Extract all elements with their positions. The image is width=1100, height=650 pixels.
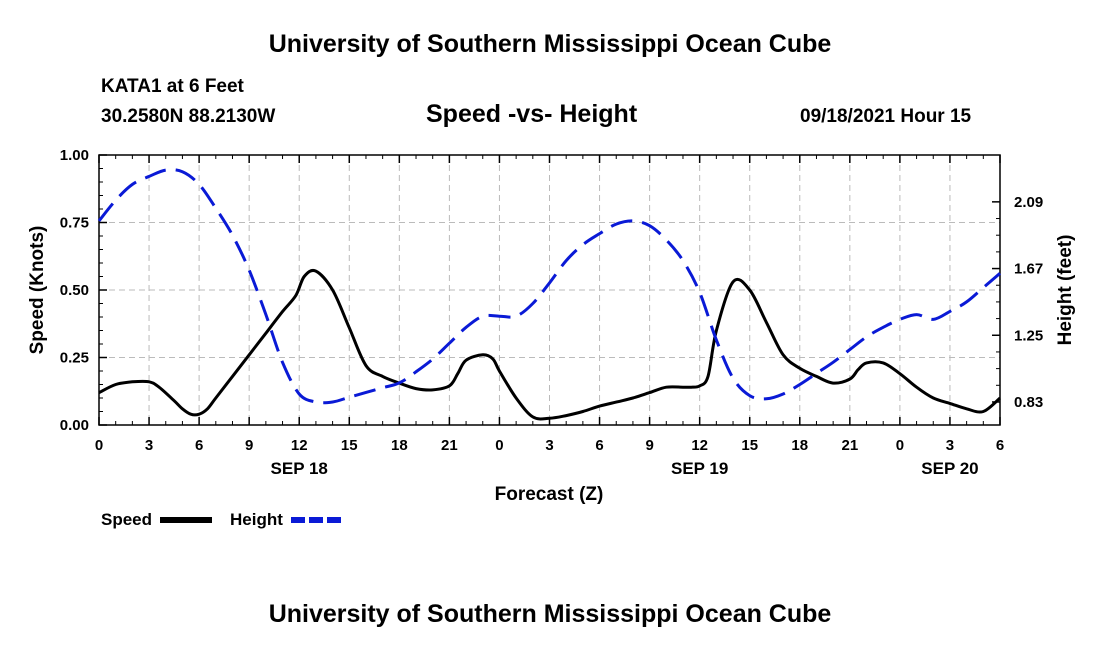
x-tick-label: 18 [791, 437, 808, 454]
y-tick-label: 0.00 [60, 417, 89, 434]
y-tick-label: 0.25 [60, 350, 89, 367]
station-label: KATA1 at 6 Feet [101, 76, 244, 97]
date-label: SEP 19 [671, 459, 728, 478]
x-tick-label: 3 [545, 437, 553, 454]
x-tick-label: 9 [645, 437, 653, 454]
x-tick-label: 0 [95, 437, 103, 454]
x-tick-label: 18 [391, 437, 408, 454]
axis-labels: 0 3 6 9 12 15 18 21 0 3 6 9 12 15 18 21 0 3 6 SEP 18 SEP 19 S… [60, 147, 1043, 478]
y-axis-title: Speed (Knots) [27, 226, 48, 355]
x-tick-label: 15 [341, 437, 358, 454]
x-tick-label: 9 [245, 437, 253, 454]
x-tick-label: 3 [145, 437, 153, 454]
axis-ticks [98, 154, 1001, 426]
x-axis-title: Forecast (Z) [495, 484, 604, 505]
x-tick-label: 15 [741, 437, 758, 454]
x-tick-label: 12 [691, 437, 708, 454]
x-tick-label: 21 [841, 437, 858, 454]
height-series-line [97, 168, 1001, 405]
legend-label-height: Height [230, 510, 283, 529]
grid-lines [99, 155, 1000, 425]
y2-tick-label: 0.83 [1014, 394, 1043, 411]
x-tick-label: 0 [495, 437, 503, 454]
y-tick-label: 0.50 [60, 282, 89, 299]
y-tick-label: 0.75 [60, 215, 89, 232]
x-tick-label: 6 [195, 437, 203, 454]
chart-header-title: University of Southern Mississippi Ocean… [268, 30, 832, 58]
date-label: SEP 20 [921, 459, 978, 478]
station-coordinates: 30.2580N 88.2130W [101, 106, 276, 127]
y-tick-label: 1.00 [60, 147, 89, 164]
x-tick-label: 6 [996, 437, 1004, 454]
y2-axis-title: Height (feet) [1055, 235, 1076, 346]
x-tick-label: 12 [291, 437, 308, 454]
x-tick-label: 3 [946, 437, 954, 454]
date-label: SEP 18 [271, 459, 328, 478]
x-tick-label: 0 [896, 437, 904, 454]
x-tick-label: 21 [441, 437, 458, 454]
y2-tick-label: 1.25 [1014, 327, 1043, 344]
legend: Speed Height [101, 510, 342, 529]
chart-title: Speed -vs- Height [426, 100, 638, 128]
x-tick-label: 6 [595, 437, 603, 454]
y2-tick-label: 1.67 [1014, 261, 1043, 278]
y2-tick-label: 2.09 [1014, 194, 1043, 211]
forecast-datetime: 09/18/2021 Hour 15 [800, 106, 972, 127]
series-lines [97, 168, 1001, 421]
legend-label-speed: Speed [101, 510, 152, 529]
chart-footer-title: University of Southern Mississippi Ocean… [268, 600, 832, 628]
speed-series-line [98, 268, 1001, 421]
